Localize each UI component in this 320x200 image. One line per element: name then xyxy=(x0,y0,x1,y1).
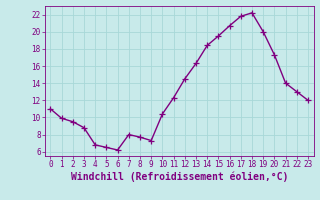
X-axis label: Windchill (Refroidissement éolien,°C): Windchill (Refroidissement éolien,°C) xyxy=(70,172,288,182)
